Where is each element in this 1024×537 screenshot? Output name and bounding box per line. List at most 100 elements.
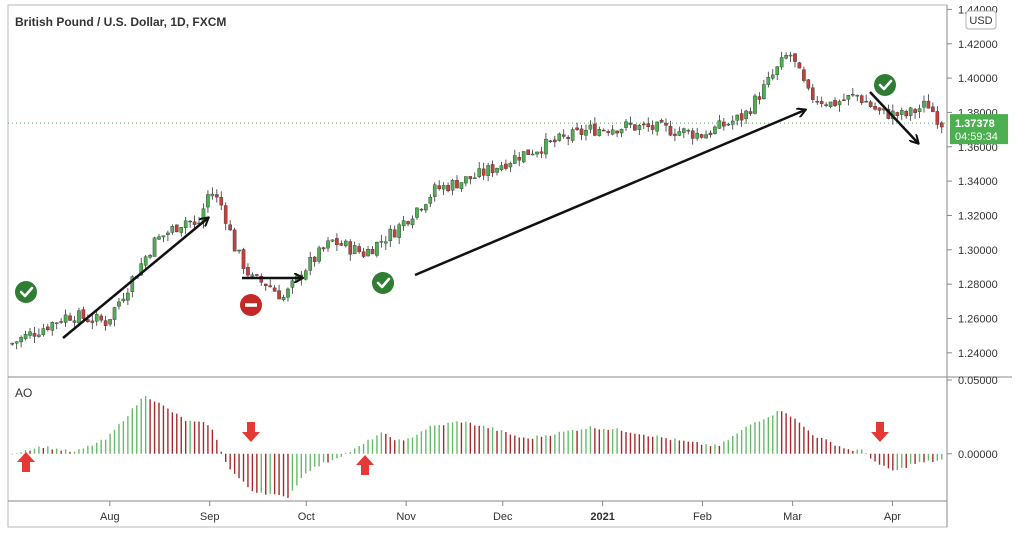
price-tick-label: 1.42000 [958, 39, 998, 51]
candle-body [81, 309, 86, 319]
time-tick-label: Sep [200, 511, 220, 523]
candle-body [352, 245, 357, 254]
trend-arrow-down [869, 91, 918, 143]
candle-body [784, 55, 788, 59]
candle-body [695, 132, 699, 139]
candle-body [361, 251, 366, 257]
candle-body [152, 237, 157, 257]
candle-body [157, 236, 161, 240]
candle-body [379, 241, 384, 243]
candle-body [851, 94, 855, 96]
candle-body [339, 243, 344, 246]
red-down-arrow-icon [242, 422, 260, 442]
candle-body [63, 314, 68, 323]
candle-body [873, 106, 877, 110]
candle-body [828, 101, 833, 107]
candle-body [183, 220, 188, 228]
price-tick-label: 1.28000 [958, 279, 998, 291]
candle-body [481, 168, 486, 176]
candle-body [219, 197, 224, 206]
candle-body [330, 239, 335, 242]
candle-body [143, 256, 148, 266]
candle-body [312, 256, 317, 262]
ao-histogram [11, 396, 943, 498]
candle-body [819, 101, 824, 104]
candle-body [802, 69, 806, 81]
candle-body [446, 185, 450, 192]
candle-body [868, 101, 873, 107]
candle-body [637, 124, 642, 130]
candle-body [908, 107, 913, 116]
candle-body [513, 155, 517, 164]
candle-body [722, 121, 726, 127]
candle-body [28, 331, 32, 336]
candle-body [508, 162, 513, 168]
chart-title: British Pound / U.S. Dollar, 1D, FXCM [15, 15, 226, 29]
candle-body [121, 298, 126, 302]
candle-body [357, 246, 361, 253]
candle-body [521, 151, 526, 163]
candle-body [655, 121, 659, 132]
candle-body [477, 168, 482, 177]
candle-body [401, 220, 406, 227]
candle-body [833, 100, 837, 106]
candle-body [490, 164, 495, 174]
price-tick-label: 1.40000 [958, 73, 998, 85]
candle-body [704, 134, 708, 139]
price-tick-label: 1.30000 [958, 245, 998, 257]
candle-body [628, 122, 633, 125]
candle-body [179, 227, 184, 233]
candle-body [94, 314, 99, 322]
candle-body [597, 128, 602, 136]
trend-arrow-up-2 [414, 110, 805, 277]
current-price-tag: 1.37378 04:59:34 [950, 114, 1008, 145]
candle-body [824, 104, 828, 106]
candle-body [535, 151, 539, 155]
candle-body [641, 123, 646, 126]
candle-body [472, 177, 477, 179]
time-tick-label: Mar [783, 511, 802, 523]
candle-body [54, 322, 59, 324]
candle-body [659, 120, 664, 123]
ao-axis: 0.05000 0.00000 [947, 375, 998, 461]
candle-body [130, 276, 135, 292]
candle-body [99, 315, 103, 321]
candle-body [517, 157, 522, 161]
candle-body [415, 207, 419, 218]
candle-body [255, 274, 259, 276]
candle-body [504, 163, 508, 169]
price-axis: 1.24000 1.26000 1.28000 1.30000 1.32000 1.340… [947, 4, 998, 360]
candle-body [139, 263, 144, 276]
currency-button[interactable]: USD [965, 10, 997, 30]
time-axis: Aug Sep Oct Nov Dec 2021 Feb Mar Apr [100, 501, 901, 523]
candle-body [308, 257, 313, 271]
candle-body [388, 228, 393, 242]
candle-body [677, 131, 682, 136]
currency-label: USD [969, 15, 992, 27]
candle-body [570, 129, 575, 141]
candle-body [450, 179, 455, 191]
candle-body [668, 126, 673, 136]
candle-body [366, 249, 370, 257]
candlestick-series [10, 51, 944, 350]
candle-body [753, 95, 757, 114]
candle-body [859, 95, 864, 103]
candle-body [86, 319, 90, 323]
minus-circle-icon [240, 294, 262, 316]
candle-body [499, 165, 504, 170]
price-tick-label: 1.26000 [958, 313, 998, 325]
candle-body [708, 132, 713, 136]
candle-body [468, 176, 473, 180]
time-tick-label: Aug [100, 511, 120, 523]
candle-body [428, 197, 433, 204]
candle-body [410, 218, 415, 226]
candle-body [223, 205, 228, 224]
candle-body [770, 74, 775, 79]
candle-body [112, 307, 117, 320]
candle-body [855, 94, 860, 97]
candle-body [50, 322, 55, 331]
candle-body [917, 108, 922, 112]
candle-body [553, 139, 557, 143]
ao-tick-label: 0.00000 [958, 449, 998, 461]
candle-body [272, 287, 277, 292]
